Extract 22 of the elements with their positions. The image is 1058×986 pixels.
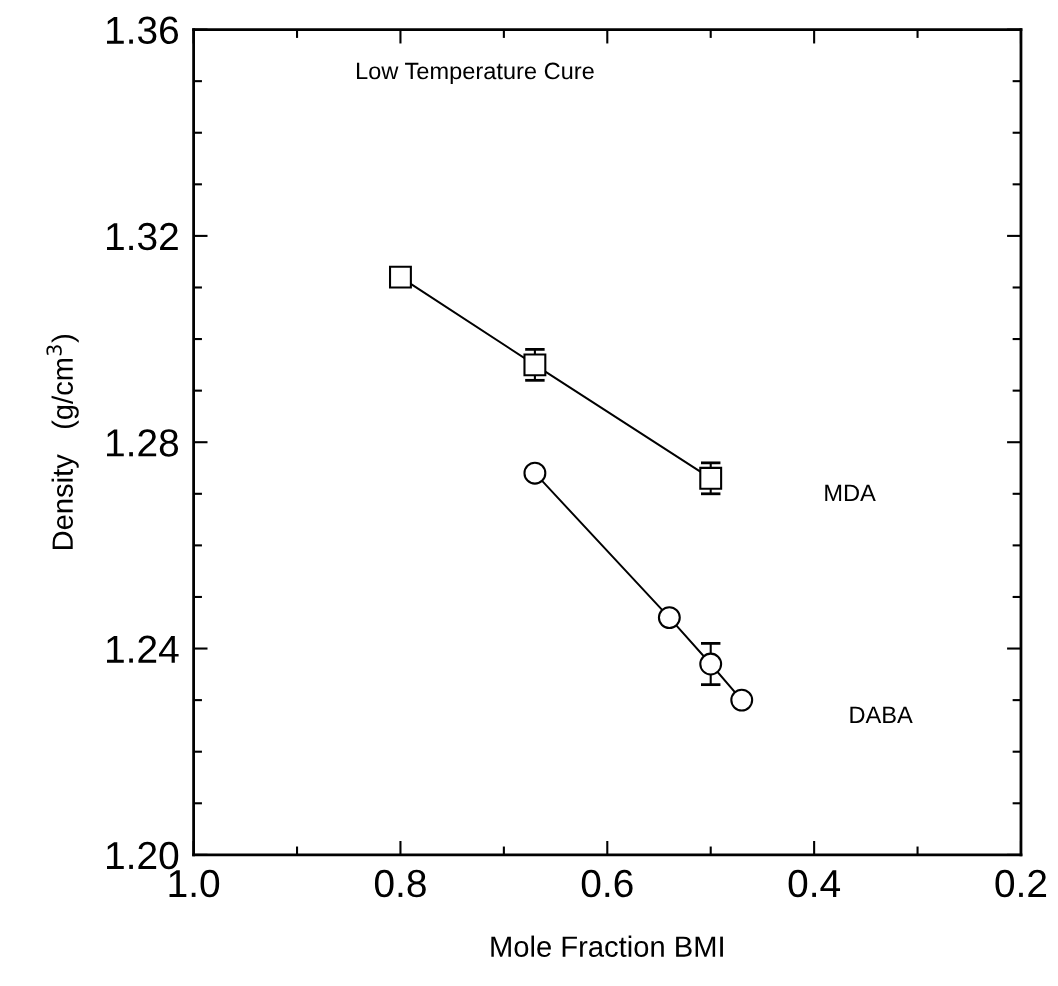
y-tick-label: 1.36: [107, 16, 179, 45]
point: [389, 265, 412, 289]
x-tick-label: 0.4: [788, 869, 841, 898]
point: [523, 353, 547, 377]
x-axis-title: Mole Fraction BMI: [491, 935, 723, 957]
y-tick-label: 1.24: [107, 635, 179, 663]
point: [699, 652, 723, 676]
x-tick-label: 0.2: [995, 869, 1047, 898]
point: [523, 461, 547, 485]
annotation: Low Temperature Cure: [356, 62, 594, 84]
text: MDA: [825, 484, 876, 502]
y-axis-title: Density (g/cm$^{3}$): [46, 335, 79, 550]
x-tick-label: 0.6: [581, 869, 633, 898]
point: [730, 688, 754, 712]
x-tick-label: 1.0: [169, 869, 220, 898]
y-tick-label: 1.28: [107, 429, 179, 457]
text: DABA: [850, 706, 913, 723]
point: [657, 606, 681, 630]
x-tick-label: 0.8: [374, 869, 426, 898]
point: [699, 466, 723, 490]
y-tick-label: 1.20: [107, 841, 179, 870]
y-tick-label: 1.32: [107, 222, 178, 251]
